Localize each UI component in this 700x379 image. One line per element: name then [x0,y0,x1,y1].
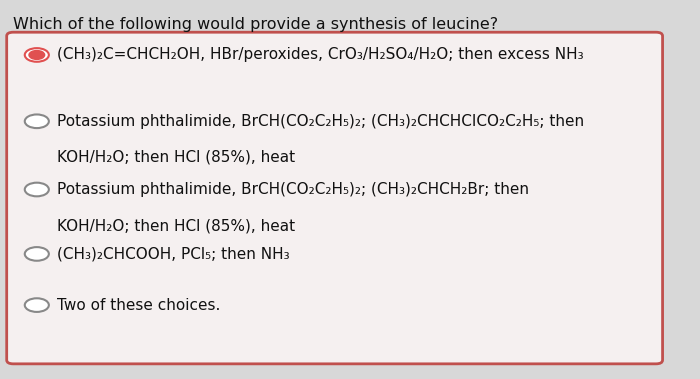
Circle shape [25,298,49,312]
FancyBboxPatch shape [7,32,663,364]
Text: Which of the following would provide a synthesis of leucine?: Which of the following would provide a s… [13,17,498,32]
Text: KOH/H₂O; then HCl (85%), heat: KOH/H₂O; then HCl (85%), heat [57,218,295,233]
Text: Potassium phthalimide, BrCH(CO₂C₂H₅)₂; (CH₃)₂CHCHCICO₂C₂H₅; then: Potassium phthalimide, BrCH(CO₂C₂H₅)₂; (… [57,114,584,129]
Text: KOH/H₂O; then HCl (85%), heat: KOH/H₂O; then HCl (85%), heat [57,150,295,165]
Text: (CH₃)₂CHCOOH, PCl₅; then NH₃: (CH₃)₂CHCOOH, PCl₅; then NH₃ [57,246,290,262]
Circle shape [29,50,45,60]
Text: Two of these choices.: Two of these choices. [57,298,220,313]
Circle shape [25,48,49,62]
Text: Potassium phthalimide, BrCH(CO₂C₂H₅)₂; (CH₃)₂CHCH₂Br; then: Potassium phthalimide, BrCH(CO₂C₂H₅)₂; (… [57,182,529,197]
Circle shape [25,114,49,128]
Circle shape [25,247,49,261]
Text: (CH₃)₂C=CHCH₂OH, HBr/peroxides, CrO₃/H₂SO₄/H₂O; then excess NH₃: (CH₃)₂C=CHCH₂OH, HBr/peroxides, CrO₃/H₂S… [57,47,584,63]
Circle shape [25,183,49,196]
